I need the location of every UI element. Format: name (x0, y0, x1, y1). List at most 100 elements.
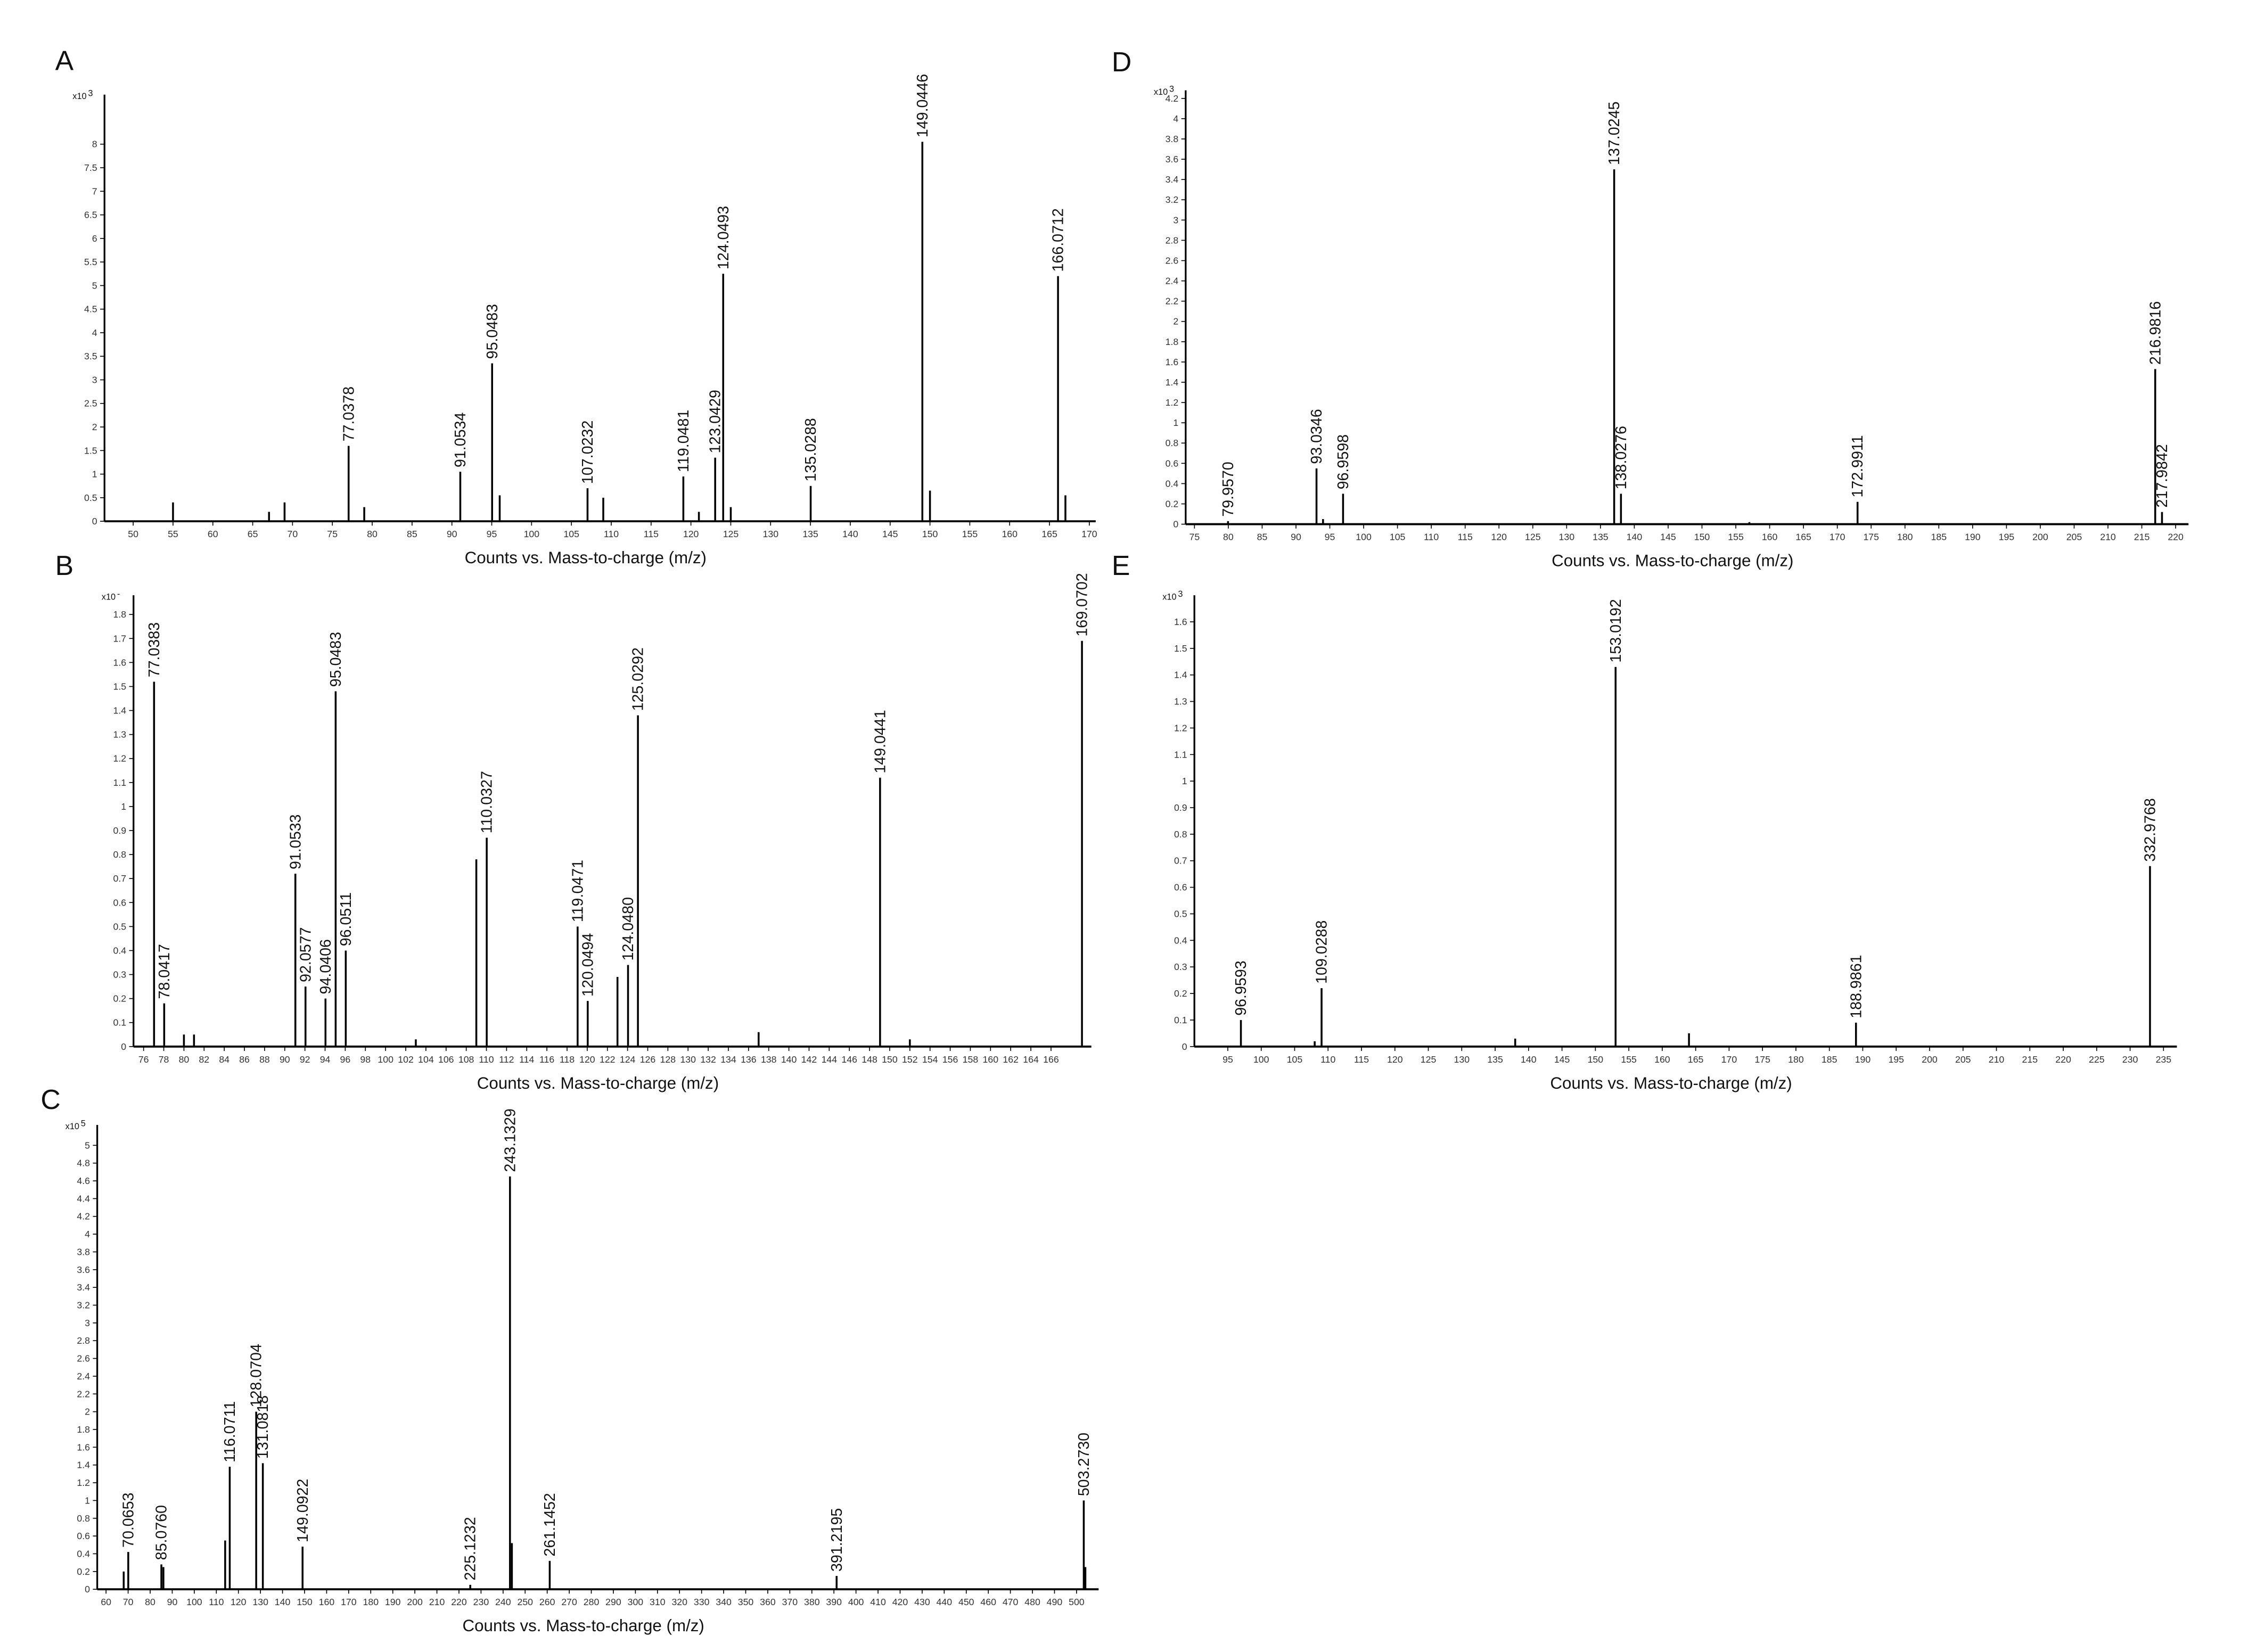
y-tick-label: 0.5 (1174, 908, 1187, 919)
y-scale-exponent: 3 (1178, 589, 1183, 599)
y-scale: x10 3 (72, 89, 93, 101)
panel-letter: A (55, 45, 74, 76)
x-tick-label: 85 (407, 529, 417, 539)
y-tick-label: 3.8 (77, 1246, 90, 1257)
y-tick-label: 0.6 (113, 897, 127, 908)
x-tick-label: 380 (804, 1597, 820, 1607)
x-tick-label: 310 (650, 1597, 666, 1607)
x-tick-label: 60 (208, 529, 218, 539)
x-tick-label: 235 (2156, 1054, 2172, 1065)
peak-label: 107.0232 (579, 421, 596, 484)
x-tick-label: 105 (1287, 1054, 1303, 1065)
x-tick-label: 165 (1688, 1054, 1704, 1065)
x-tick-label: 98 (360, 1054, 371, 1065)
x-tick-label: 84 (219, 1054, 229, 1065)
peak-label: 91.0533 (287, 815, 304, 869)
x-tick-label: 290 (605, 1597, 621, 1607)
y-tick-label: 4 (92, 327, 97, 338)
x-tick-label: 156 (942, 1054, 958, 1065)
x-tick-label: 480 (1024, 1597, 1040, 1607)
peak-label: 166.0712 (1050, 208, 1067, 272)
peak-label: 92.0577 (297, 927, 314, 982)
x-tick-label: 146 (841, 1054, 857, 1065)
peak-label: 91.0534 (452, 412, 469, 467)
x-tick-label: 75 (327, 529, 338, 539)
y-tick-label: 1.3 (1174, 696, 1187, 707)
y-tick-label: 0.2 (77, 1566, 90, 1577)
x-tick-label: 130 (252, 1597, 268, 1607)
y-tick-label: 1.6 (77, 1442, 90, 1452)
y-tick-label: 4.2 (1166, 93, 1179, 104)
y-tick-label: 1.3 (113, 729, 127, 740)
x-axis-title: Counts vs. Mass-to-charge (m/z) (1550, 1074, 1792, 1092)
x-tick-label: 100 (524, 529, 540, 539)
y-tick-label: 7.5 (84, 162, 97, 173)
y-tick-label: 1 (92, 469, 97, 480)
x-tick-label: 158 (963, 1054, 979, 1065)
y-tick-label: 1.5 (1174, 643, 1187, 654)
peak-label: 125.0292 (630, 647, 647, 711)
x-tick-label: 152 (902, 1054, 918, 1065)
x-tick-label: 70 (123, 1597, 134, 1607)
y-tick-label: 0.2 (113, 993, 127, 1004)
y-tick-label: 3.4 (1166, 174, 1179, 185)
y-tick-label: 2.6 (1166, 255, 1179, 266)
peak-label: 119.0481 (675, 410, 692, 472)
x-tick-label: 85 (1257, 532, 1268, 543)
x-tick-label: 88 (259, 1054, 270, 1065)
x-tick-label: 140 (1627, 532, 1643, 543)
x-tick-label: 160 (983, 1054, 999, 1065)
x-tick-label: 185 (1931, 532, 1947, 543)
y-tick-label: 5.5 (84, 257, 97, 267)
y-tick-label: 4.5 (84, 304, 97, 315)
x-tick-label: 138 (761, 1054, 777, 1065)
x-tick-label: 60 (101, 1597, 111, 1607)
y-tick-label: 1.7 (113, 633, 127, 644)
x-tick-label: 225 (2089, 1054, 2105, 1065)
x-tick-label: 165 (1795, 532, 1811, 543)
x-tick-label: 240 (495, 1597, 511, 1607)
x-tick-label: 122 (600, 1054, 616, 1065)
x-tick-label: 270 (561, 1597, 577, 1607)
y-tick-label: 0.2 (1166, 498, 1179, 509)
x-tick-label: 230 (2122, 1054, 2138, 1065)
panel-letter: B (55, 550, 74, 581)
x-tick-label: 110 (1424, 532, 1439, 543)
x-tick-label: 144 (822, 1054, 838, 1065)
y-tick-label: 2.4 (77, 1371, 90, 1382)
peak-label: 96.9593 (1233, 960, 1250, 1015)
peak-label: 96.9598 (1335, 434, 1352, 489)
peak-label: 123.0429 (707, 390, 724, 453)
y-tick-label: 1.1 (113, 777, 127, 788)
x-tick-label: 104 (418, 1054, 434, 1065)
peak-label: 94.0406 (317, 939, 334, 994)
x-tick-label: 500 (1069, 1597, 1085, 1607)
peak-label: 153.0192 (1607, 599, 1625, 662)
y-tick-label: 1.5 (84, 445, 97, 456)
x-tick-label: 132 (700, 1054, 716, 1065)
x-tick-label: 420 (892, 1597, 908, 1607)
x-tick-label: 180 (1897, 532, 1913, 543)
x-tick-label: 116 (539, 1054, 554, 1065)
peak-label: 138.0276 (1613, 426, 1630, 489)
x-tick-label: 340 (716, 1597, 732, 1607)
x-tick-label: 78 (159, 1054, 169, 1065)
x-tick-label: 490 (1047, 1597, 1063, 1607)
y-tick-label: 0.9 (1174, 802, 1187, 813)
peak-label: 70.0653 (120, 1493, 137, 1548)
x-tick-label: 220 (2168, 532, 2184, 543)
x-tick-label: 150 (882, 1054, 898, 1065)
peak-label: 77.0378 (340, 387, 357, 441)
x-tick-label: 80 (179, 1054, 190, 1065)
peak-label: 243.1329 (502, 1108, 519, 1172)
peak-label: 131.0818 (255, 1395, 272, 1459)
x-tick-label: 110 (209, 1597, 224, 1607)
x-tick-label: 140 (842, 529, 858, 539)
y-tick-label: 3.6 (77, 1264, 90, 1275)
x-tick-label: 400 (848, 1597, 864, 1607)
x-tick-label: 180 (1788, 1054, 1804, 1065)
peak-label: 85.0760 (153, 1505, 170, 1560)
x-tick-label: 195 (1888, 1054, 1904, 1065)
x-axis-title: Counts vs. Mass-to-charge (m/z) (1552, 552, 1793, 570)
